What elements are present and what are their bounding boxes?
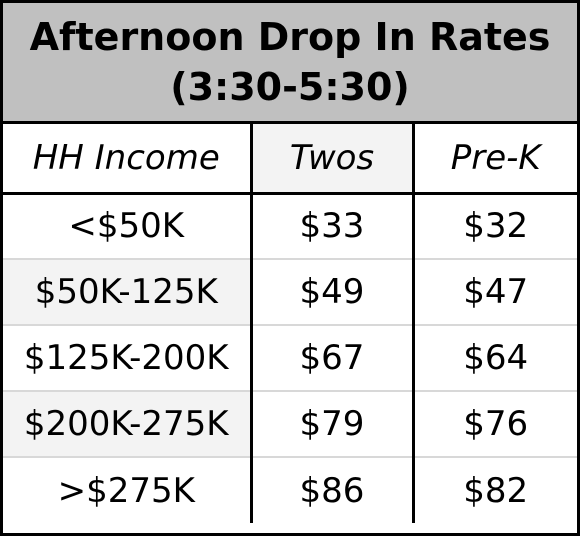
- twos-rate-cell: $67: [251, 325, 415, 392]
- twos-rate-cell: $79: [251, 391, 415, 458]
- pre-k-rate-cell: $82: [463, 470, 529, 511]
- table-row: $125K-200K $67 $64: [3, 325, 577, 392]
- pre-k-rate-cell: $32: [413, 193, 577, 260]
- table-row: $200K-275K $79 $76: [3, 391, 577, 458]
- header-twos: Twos: [251, 124, 415, 195]
- twos-rate-cell: $86: [251, 457, 415, 523]
- pre-k-rate-cell: $76: [413, 391, 577, 458]
- table-row: >$275K $86 $82: [3, 457, 577, 523]
- income-cell: <$50K: [3, 193, 253, 260]
- header-pre-k: Pre-K: [413, 124, 577, 195]
- rates-table: HH Income Twos Pre-K <$50K $33 $32 $50K-…: [3, 124, 577, 523]
- table-row: $50K-125K $49 $47: [3, 259, 577, 326]
- table-row: <$50K $33 $32: [3, 193, 577, 260]
- twos-rate-cell: $33: [251, 193, 415, 260]
- table-title-line-2: (3:30-5:30): [170, 65, 410, 109]
- table-title-line-1: Afternoon Drop In Rates: [29, 15, 551, 59]
- pre-k-rate-cell: $47: [413, 259, 577, 326]
- header-row: HH Income Twos Pre-K: [3, 124, 577, 195]
- income-cell: $50K-125K: [3, 259, 253, 326]
- pre-k-rate-cell: $64: [413, 325, 577, 392]
- header-hh-income: HH Income: [3, 124, 253, 195]
- income-cell: $200K-275K: [3, 391, 253, 458]
- income-cell: >$275K: [3, 457, 253, 523]
- table-title: Afternoon Drop In Rates (3:30-5:30): [3, 3, 577, 124]
- income-cell: $125K-200K: [3, 325, 253, 392]
- twos-rate-cell: $49: [251, 259, 415, 326]
